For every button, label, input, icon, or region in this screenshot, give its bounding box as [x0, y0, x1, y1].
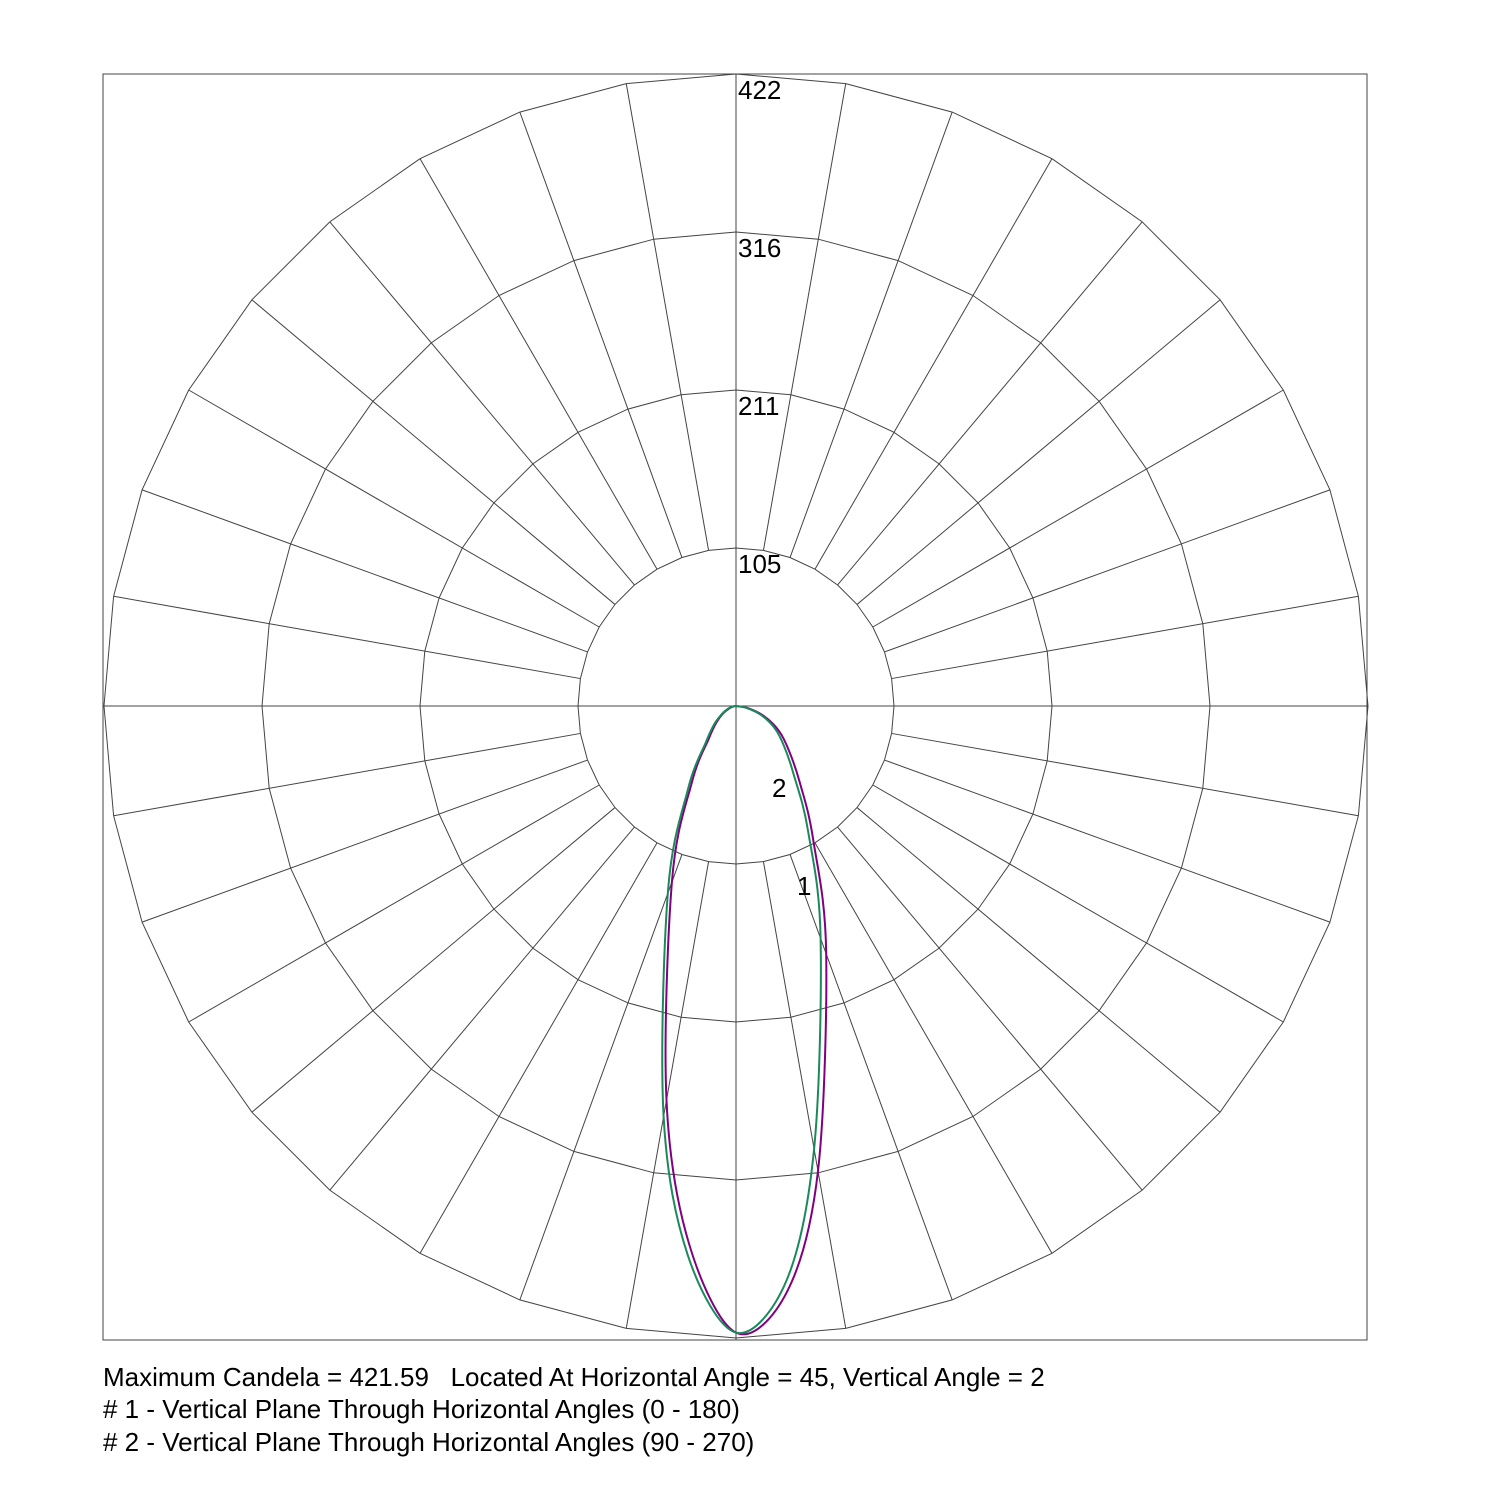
- r-tick-label: 211: [738, 391, 779, 421]
- angle-spoke: [329, 826, 635, 1191]
- angle-spoke: [872, 389, 1284, 628]
- angle-spoke: [884, 489, 1331, 653]
- r-tick-label: 105: [738, 549, 781, 579]
- angle-spoke: [141, 489, 588, 653]
- angle-spoke: [837, 221, 1143, 586]
- angle-spoke: [762, 83, 847, 551]
- annotation: Maximum Candela = 421.59 Located At Hori…: [103, 1362, 1045, 1392]
- angle-spoke: [519, 854, 683, 1301]
- curve-label: 1: [797, 871, 811, 901]
- angle-spoke: [419, 158, 658, 570]
- angle-spoke: [837, 826, 1143, 1191]
- r-tick-label: 422: [738, 75, 781, 105]
- r-tick-label: 316: [738, 233, 781, 263]
- angle-spoke: [856, 299, 1221, 605]
- angle-spoke: [814, 842, 1053, 1254]
- angle-spoke: [891, 595, 1359, 680]
- annotation: # 2 - Vertical Plane Through Horizontal …: [103, 1427, 754, 1457]
- angle-spoke: [762, 861, 847, 1329]
- annotation: # 1 - Vertical Plane Through Horizontal …: [103, 1394, 740, 1424]
- curve-label: 2: [772, 773, 786, 803]
- angle-spoke: [884, 759, 1331, 923]
- angle-spoke: [188, 389, 600, 628]
- angle-spoke: [789, 854, 953, 1301]
- angle-spoke: [789, 111, 953, 558]
- angle-spoke: [419, 842, 658, 1254]
- angle-spoke: [891, 732, 1359, 817]
- grid-ring: [577, 547, 895, 865]
- angle-spoke: [251, 299, 616, 605]
- angle-spoke: [113, 595, 581, 680]
- angle-spoke: [113, 732, 581, 817]
- angle-spoke: [625, 83, 710, 551]
- candela-curve: [661, 705, 822, 1334]
- angle-spoke: [519, 111, 683, 558]
- angle-spoke: [251, 807, 616, 1113]
- angle-spoke: [856, 807, 1221, 1113]
- angle-spoke: [625, 861, 710, 1329]
- angle-spoke: [329, 221, 635, 586]
- angle-spoke: [188, 784, 600, 1023]
- angle-spoke: [872, 784, 1284, 1023]
- angle-spoke: [141, 759, 588, 923]
- angle-spoke: [814, 158, 1053, 570]
